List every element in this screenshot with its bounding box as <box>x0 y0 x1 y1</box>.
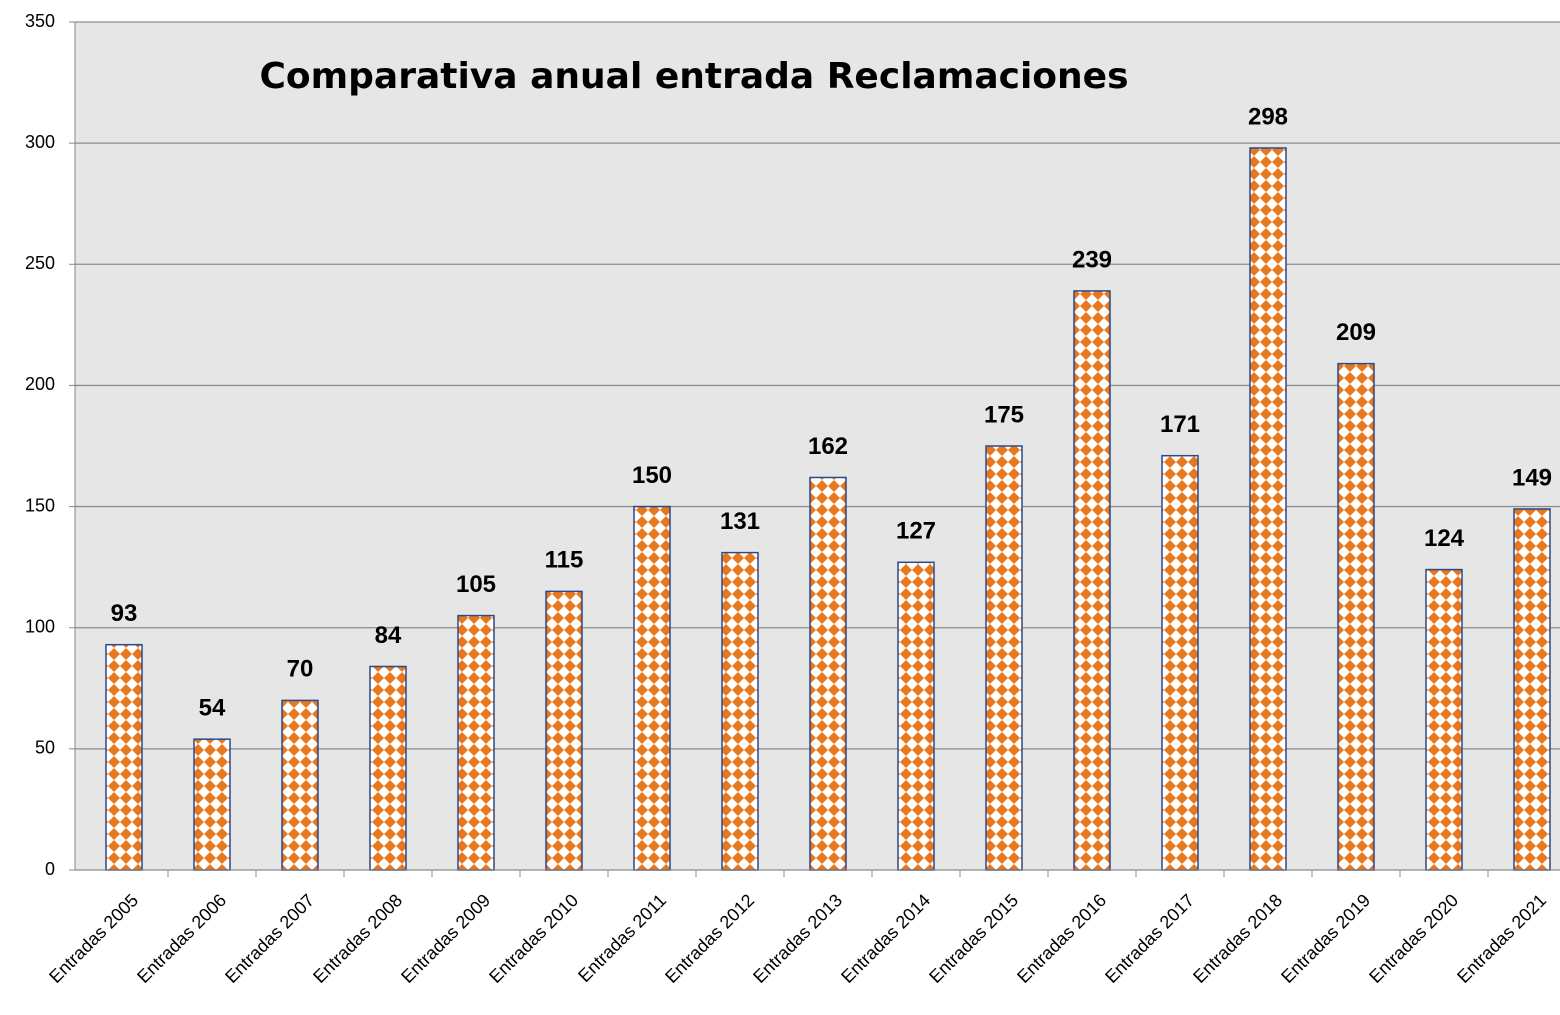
value-label: 115 <box>545 547 584 574</box>
bars <box>105 147 1551 871</box>
value-label: 239 <box>1072 246 1112 273</box>
x-tick-label: Entradas 2015 <box>925 890 1022 987</box>
bar <box>1513 508 1551 871</box>
value-label: 70 <box>287 656 314 683</box>
value-label: 149 <box>1512 464 1552 491</box>
x-tick-label: Entradas 2013 <box>749 890 846 987</box>
y-tick-label: 150 <box>25 495 55 515</box>
value-label: 93 <box>111 600 138 627</box>
y-tick-label: 350 <box>25 11 55 31</box>
bar <box>1337 362 1375 871</box>
value-label: 131 <box>720 508 760 535</box>
bar <box>105 643 143 871</box>
bar <box>281 699 319 871</box>
bar <box>985 445 1023 871</box>
bar <box>193 738 231 871</box>
y-tick-label: 50 <box>35 738 55 758</box>
y-tick-label: 300 <box>25 132 55 152</box>
value-label: 84 <box>375 622 402 649</box>
value-label: 124 <box>1424 525 1465 552</box>
y-tick-label: 0 <box>45 859 55 879</box>
x-tick-label: Entradas 2007 <box>221 890 318 987</box>
x-tick-label: Entradas 2005 <box>45 890 142 987</box>
bar <box>1161 454 1199 871</box>
x-tick-label: Entradas 2011 <box>574 890 670 986</box>
bar <box>545 590 583 871</box>
x-tick-label: Entradas 2019 <box>1277 890 1374 987</box>
value-label: 127 <box>896 518 936 545</box>
y-tick-label: 250 <box>25 253 55 273</box>
value-label: 105 <box>456 571 496 598</box>
x-tick-label: Entradas 2008 <box>309 890 406 987</box>
chart-title: Comparativa anual entrada Reclamaciones <box>259 56 1128 97</box>
value-label: 150 <box>632 462 672 489</box>
bar <box>369 665 407 871</box>
x-tick-label: Entradas 2016 <box>1013 890 1110 987</box>
bar <box>809 476 847 871</box>
x-tick-label: Entradas 2020 <box>1365 890 1462 987</box>
x-tick-label: Entradas 2021 <box>1453 890 1550 987</box>
value-label: 298 <box>1248 103 1288 130</box>
value-label: 175 <box>984 401 1024 428</box>
x-tick-label: Entradas 2010 <box>485 890 582 987</box>
value-label: 54 <box>199 695 226 722</box>
x-tick-label: Entradas 2017 <box>1101 890 1198 987</box>
x-tick-label: Entradas 2009 <box>397 890 494 987</box>
bar <box>1073 290 1111 871</box>
value-label: 162 <box>808 433 848 460</box>
x-tick-label: Entradas 2018 <box>1189 890 1286 987</box>
x-tick-label: Entradas 2014 <box>837 890 934 987</box>
x-tick-label: Entradas 2012 <box>661 890 758 987</box>
y-tick-label: 200 <box>25 374 55 394</box>
y-tick-label: 100 <box>25 616 55 636</box>
bar <box>721 551 759 871</box>
value-label: 171 <box>1160 411 1200 438</box>
bar <box>897 561 935 871</box>
bar <box>1425 568 1463 871</box>
bar <box>633 505 671 871</box>
x-tick-label: Entradas 2006 <box>133 890 230 987</box>
value-label: 209 <box>1336 319 1376 346</box>
bar <box>457 614 495 871</box>
bar <box>1249 147 1287 871</box>
